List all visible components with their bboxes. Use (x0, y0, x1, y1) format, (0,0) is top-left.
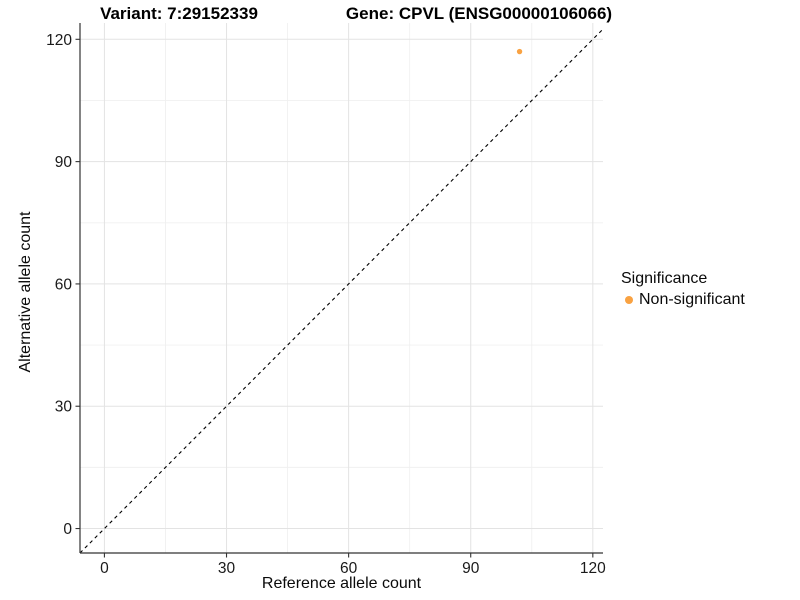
legend-title: Significance (621, 270, 708, 287)
legend-item-non-significant: Non-significant (621, 291, 745, 309)
x-axis-title: Reference allele count (261, 575, 422, 592)
y-tick-label: 90 (55, 154, 73, 171)
plot-title-variant: Variant: 7:29152339 (100, 4, 258, 23)
y-tick-label: 60 (55, 276, 73, 293)
y-tick-label: 120 (46, 32, 72, 49)
y-tick-label: 0 (63, 521, 72, 538)
x-tick-label: 120 (580, 560, 606, 577)
legend: Significance Non-significant (621, 270, 745, 309)
x-tick-label: 90 (462, 560, 480, 577)
y-axis-title: Alternative allele count (17, 211, 34, 373)
plot-panel (80, 23, 603, 553)
plot-title-gene: Gene: CPVL (ENSG00000106066) (345, 4, 613, 23)
legend-point-icon (625, 296, 633, 304)
legend-item-label: Non-significant (639, 291, 745, 308)
x-tick-label: 0 (100, 560, 109, 577)
identity-line (80, 28, 603, 553)
y-tick-label: 30 (55, 399, 73, 416)
data-point (516, 48, 523, 55)
x-tick-label: 60 (340, 560, 358, 577)
x-tick-label: 30 (218, 560, 236, 577)
